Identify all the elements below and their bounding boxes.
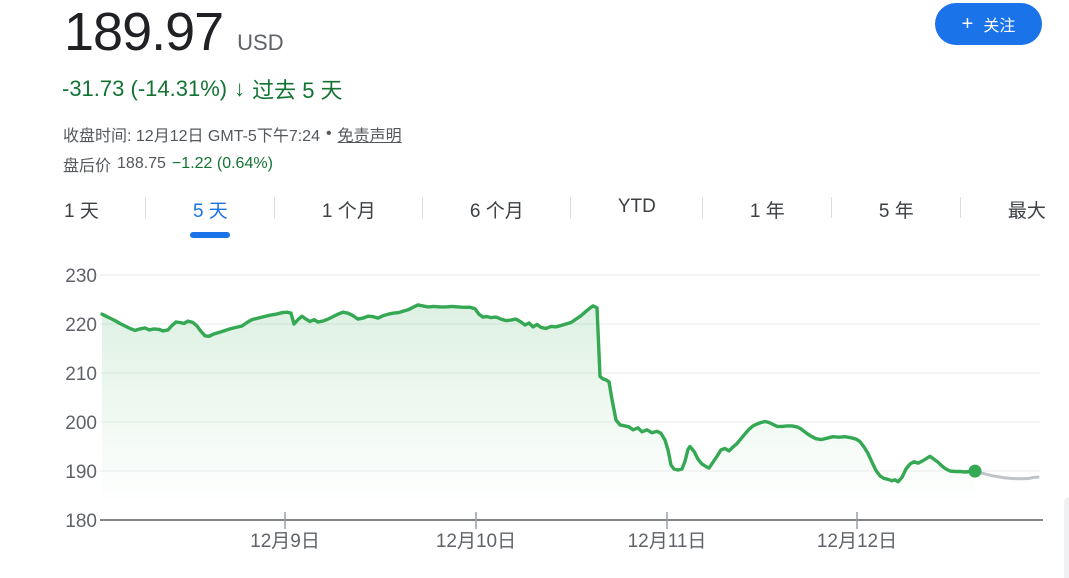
price-line-after-hours: [973, 469, 1040, 481]
disclaimer-link[interactable]: 免责声明: [337, 128, 402, 145]
close-time-text: 收盘时间: 12月12日 GMT-5下午7:24: [63, 128, 320, 145]
down-arrow-icon: ↓: [234, 76, 246, 101]
x-axis-label: 12月11日: [628, 531, 707, 552]
follow-button[interactable]: + 关注: [935, 3, 1042, 45]
currency-code: USD: [237, 30, 284, 55]
x-axis-label: 12月10日: [436, 531, 516, 552]
y-axis-label: 190: [65, 462, 97, 483]
close-time-row: 收盘时间: 12月12日 GMT-5下午7:24 • 免责声明: [63, 122, 402, 146]
y-axis-label: 200: [65, 413, 97, 434]
scrollbar-edge[interactable]: [1064, 497, 1069, 578]
tab-divider: [831, 197, 833, 218]
tab-label: 1 天: [64, 201, 99, 222]
y-axis-label: 180: [65, 511, 97, 532]
separator-dot: •: [325, 125, 332, 142]
follow-button-label: 关注: [983, 18, 1016, 35]
price-change-row: -31.73 (-14.31%) ↓ 过去 5 天: [62, 73, 343, 105]
y-axis-label: 220: [65, 315, 97, 336]
tab-divider: [570, 197, 572, 218]
plus-icon: +: [961, 13, 974, 35]
active-tab-underline: [190, 232, 231, 238]
tab-label: 最大: [1007, 201, 1046, 222]
tab-max[interactable]: 最大: [1008, 194, 1046, 239]
y-axis-label: 230: [65, 266, 97, 287]
after-hours-row: 盘后价 188.75 −1.22 (0.64%): [63, 152, 273, 176]
tab-divider: [702, 197, 704, 218]
tab-label: 5 年: [878, 201, 914, 222]
tab-divider: [960, 197, 962, 218]
last-price-dot: [968, 464, 982, 478]
change-amount: -31.73 (-14.31%): [62, 76, 228, 101]
tab-6m[interactable]: 6 个月: [470, 194, 524, 239]
tab-label: 1 个月: [321, 201, 376, 222]
tab-ytd[interactable]: YTD: [618, 194, 656, 234]
price-header: 189.97 USD: [64, 2, 284, 62]
tab-label: 1 年: [749, 201, 785, 222]
after-hours-price: 188.75: [117, 155, 166, 172]
tab-divider: [422, 197, 424, 218]
tab-5d[interactable]: 5 天: [190, 194, 231, 239]
area-fill: [102, 304, 975, 519]
tab-label: YTD: [617, 196, 656, 217]
after-hours-label: 盘后价: [63, 158, 112, 175]
change-period: 过去 5 天: [252, 78, 343, 103]
current-price: 189.97: [64, 2, 224, 62]
price-line-regular: [100, 303, 977, 484]
y-axis-label: 210: [65, 364, 97, 385]
tab-1d[interactable]: 1 天: [64, 194, 99, 239]
x-axis-label: 12月9日: [250, 531, 320, 552]
tab-divider: [274, 197, 276, 218]
tab-label: 5 天: [192, 201, 228, 222]
tab-1m[interactable]: 1 个月: [322, 194, 376, 239]
time-range-tabs: 1 天 5 天 1 个月 6 个月 YTD 1 年 5 年 最大: [64, 194, 1046, 238]
tab-1y[interactable]: 1 年: [750, 194, 785, 239]
tab-divider: [145, 197, 147, 218]
tab-5y[interactable]: 5 年: [879, 194, 914, 239]
after-hours-change: −1.22 (0.64%): [171, 155, 273, 172]
tab-label: 6 个月: [469, 201, 524, 222]
x-axis-label: 12月12日: [817, 531, 897, 552]
